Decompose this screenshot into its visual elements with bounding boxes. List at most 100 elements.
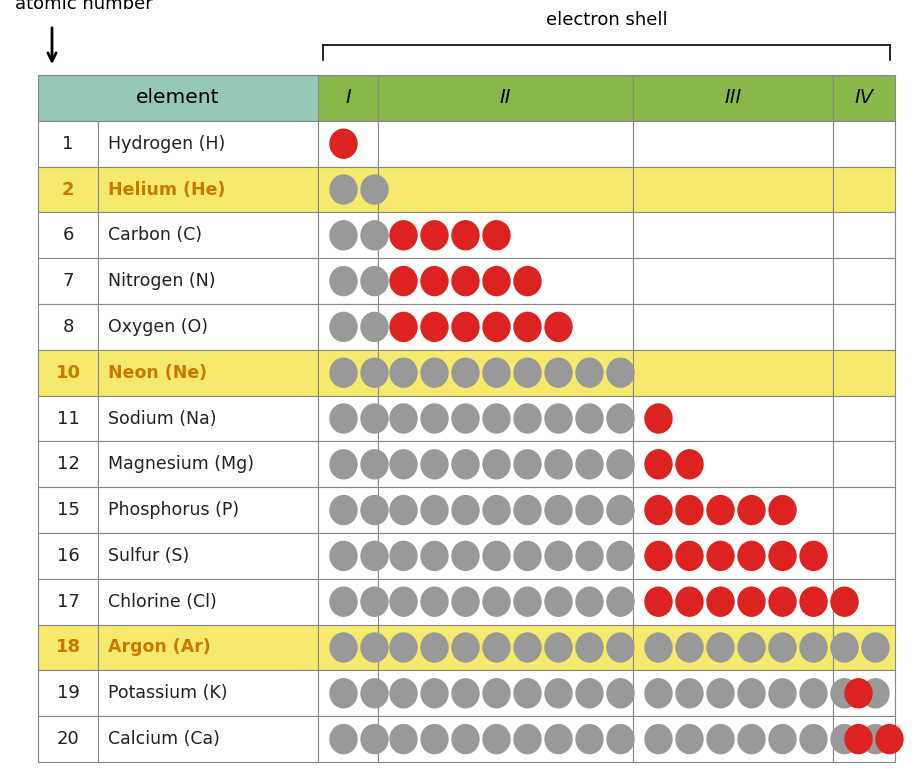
- Text: Hydrogen (H): Hydrogen (H): [108, 135, 225, 152]
- Ellipse shape: [676, 450, 703, 479]
- Bar: [98, 533, 318, 579]
- Ellipse shape: [452, 633, 479, 662]
- Ellipse shape: [483, 541, 510, 571]
- Ellipse shape: [390, 313, 417, 341]
- Ellipse shape: [452, 313, 479, 341]
- Bar: [98, 396, 318, 441]
- Bar: [633, 304, 833, 350]
- Ellipse shape: [483, 313, 510, 341]
- Ellipse shape: [607, 633, 634, 662]
- Ellipse shape: [738, 588, 765, 616]
- Ellipse shape: [421, 404, 448, 433]
- Ellipse shape: [483, 633, 510, 662]
- Ellipse shape: [576, 541, 603, 571]
- Ellipse shape: [800, 725, 827, 754]
- Ellipse shape: [845, 679, 872, 708]
- Bar: [38, 716, 98, 762]
- Ellipse shape: [576, 633, 603, 662]
- Bar: [98, 487, 318, 533]
- Ellipse shape: [676, 588, 703, 616]
- Text: II: II: [500, 89, 511, 107]
- Ellipse shape: [545, 313, 572, 341]
- Ellipse shape: [452, 450, 479, 479]
- Bar: [378, 579, 633, 624]
- Ellipse shape: [452, 496, 479, 524]
- Ellipse shape: [483, 588, 510, 616]
- Ellipse shape: [800, 541, 827, 571]
- Bar: [833, 487, 895, 533]
- Ellipse shape: [545, 496, 572, 524]
- Text: element: element: [136, 89, 220, 107]
- Ellipse shape: [361, 725, 388, 754]
- Ellipse shape: [607, 450, 634, 479]
- Ellipse shape: [514, 313, 541, 341]
- Bar: [38, 441, 98, 487]
- Bar: [38, 258, 98, 304]
- Ellipse shape: [361, 450, 388, 479]
- Text: 18: 18: [56, 638, 81, 657]
- Text: Sodium (Na): Sodium (Na): [108, 410, 216, 427]
- Bar: [318, 624, 378, 671]
- Bar: [378, 671, 633, 716]
- Ellipse shape: [361, 221, 388, 249]
- Ellipse shape: [545, 725, 572, 754]
- Ellipse shape: [452, 404, 479, 433]
- Ellipse shape: [800, 679, 827, 708]
- Bar: [833, 121, 895, 166]
- Ellipse shape: [676, 725, 703, 754]
- Ellipse shape: [876, 725, 903, 754]
- Text: 15: 15: [57, 501, 80, 519]
- Bar: [833, 716, 895, 762]
- Ellipse shape: [421, 541, 448, 571]
- Ellipse shape: [361, 175, 388, 204]
- Bar: [318, 716, 378, 762]
- Bar: [38, 671, 98, 716]
- Ellipse shape: [421, 450, 448, 479]
- Text: Argon (Ar): Argon (Ar): [108, 638, 211, 657]
- Text: Phosphorus (P): Phosphorus (P): [108, 501, 239, 519]
- Bar: [633, 121, 833, 166]
- Ellipse shape: [330, 404, 357, 433]
- Bar: [378, 624, 633, 671]
- Bar: [833, 579, 895, 624]
- Text: 11: 11: [57, 410, 80, 427]
- Ellipse shape: [576, 725, 603, 754]
- Ellipse shape: [514, 541, 541, 571]
- Ellipse shape: [330, 725, 357, 754]
- Ellipse shape: [330, 266, 357, 296]
- Ellipse shape: [361, 358, 388, 387]
- Ellipse shape: [862, 725, 889, 754]
- Text: IV: IV: [855, 89, 874, 107]
- Bar: [378, 350, 633, 396]
- Ellipse shape: [330, 175, 357, 204]
- Ellipse shape: [645, 541, 672, 571]
- Ellipse shape: [862, 633, 889, 662]
- Ellipse shape: [390, 266, 417, 296]
- Bar: [318, 671, 378, 716]
- Ellipse shape: [452, 266, 479, 296]
- Bar: [833, 350, 895, 396]
- Ellipse shape: [483, 221, 510, 249]
- Ellipse shape: [800, 633, 827, 662]
- Ellipse shape: [421, 633, 448, 662]
- Text: Carbon (C): Carbon (C): [108, 226, 202, 244]
- Ellipse shape: [607, 541, 634, 571]
- Bar: [378, 396, 633, 441]
- Bar: [318, 441, 378, 487]
- Ellipse shape: [452, 221, 479, 249]
- Ellipse shape: [361, 266, 388, 296]
- Ellipse shape: [390, 725, 417, 754]
- Bar: [378, 75, 633, 121]
- Bar: [98, 624, 318, 671]
- Bar: [318, 121, 378, 166]
- Ellipse shape: [545, 541, 572, 571]
- Ellipse shape: [545, 450, 572, 479]
- Ellipse shape: [545, 404, 572, 433]
- Ellipse shape: [421, 358, 448, 387]
- Text: 19: 19: [57, 685, 80, 702]
- Bar: [98, 671, 318, 716]
- Bar: [98, 258, 318, 304]
- Bar: [833, 671, 895, 716]
- Ellipse shape: [845, 725, 872, 754]
- Ellipse shape: [707, 541, 734, 571]
